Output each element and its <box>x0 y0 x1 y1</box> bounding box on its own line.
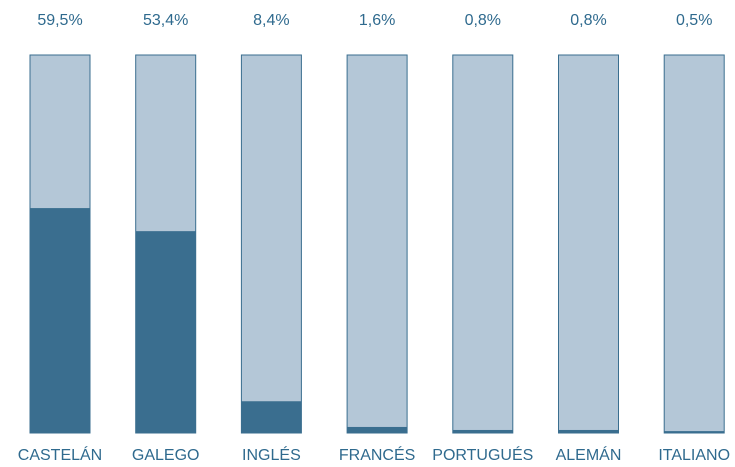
x-tick-label: ITALIANO <box>658 447 730 464</box>
bar-track <box>663 54 725 434</box>
bar <box>347 426 408 433</box>
bar-track <box>240 54 302 434</box>
x-tick-label: GALEGO <box>132 447 200 464</box>
value-label: 0,8% <box>570 12 606 29</box>
bar <box>558 429 619 433</box>
value-label: 59,5% <box>37 12 82 29</box>
bar <box>30 208 90 433</box>
value-label: 0,5% <box>676 12 712 29</box>
x-tick-label: PORTUGUÉS <box>432 445 533 464</box>
x-tick-label: INGLÉS <box>242 445 301 464</box>
bar <box>664 431 725 433</box>
bar-track <box>346 54 408 434</box>
bar-track <box>452 54 514 434</box>
x-tick-label: CASTELÁN <box>18 445 102 464</box>
x-tick-label: ALEMÁN <box>556 445 622 464</box>
bar <box>241 401 302 433</box>
value-label: 0,8% <box>465 12 501 29</box>
value-label: 1,6% <box>359 12 395 29</box>
value-label: 8,4% <box>253 12 289 29</box>
bar <box>452 429 513 433</box>
value-label: 53,4% <box>143 12 188 29</box>
x-tick-label: FRANCÉS <box>339 445 415 464</box>
bar-track <box>558 54 619 434</box>
bar <box>135 231 196 433</box>
